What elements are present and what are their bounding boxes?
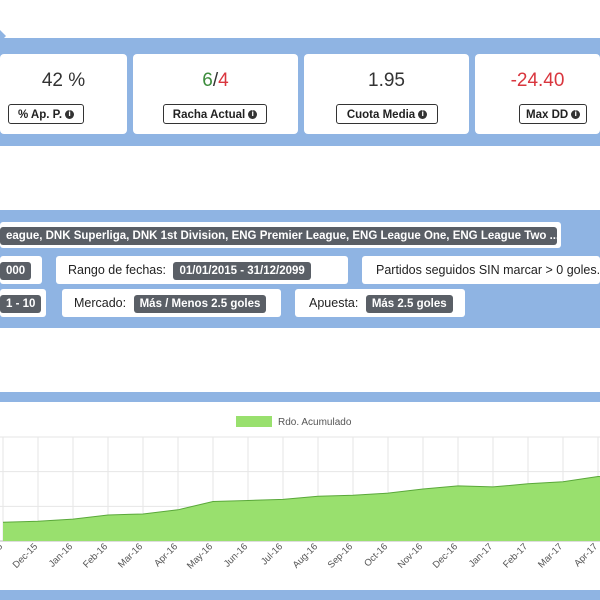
info-icon[interactable]: i — [571, 110, 581, 120]
x-tick-label: Sep-16 — [326, 541, 355, 570]
date-range-label: Rango de fechas: — [68, 263, 166, 277]
x-tick-label: Jul-16 — [259, 541, 285, 567]
stat-label-current-streak[interactable]: Racha Actual i — [163, 104, 267, 124]
leagues-value: eague, DNK Superliga, DNK 1st Division, … — [0, 226, 557, 245]
bet-label: Apuesta: — [309, 296, 359, 310]
bet-value: Más 2.5 goles — [365, 294, 453, 313]
cumulative-result-chart: Nov-15 Dec-15 Jan-16 Feb-16 Mar-16 Apr-16 May-… — [0, 416, 600, 572]
x-tick-label: Mar-17 — [536, 541, 565, 570]
chart-band-top — [0, 392, 600, 402]
matches-without-goals-label: Partidos seguidos SIN marcar > 0 goles. — [376, 263, 600, 277]
stat-label-hit-rate[interactable]: % Ap. P. i — [8, 104, 84, 124]
stat-value-average-odds: 1.95 — [368, 70, 405, 91]
x-tick-label: May-16 — [185, 541, 215, 571]
filter-market[interactable]: Mercado: Más / Menos 2.5 goles — [62, 289, 281, 317]
market-value: Más / Menos 2.5 goles — [133, 294, 267, 313]
market-label: Mercado: — [74, 296, 127, 310]
x-tick-label: Apr-16 — [152, 541, 180, 569]
x-tick-label: Jun-16 — [222, 541, 250, 569]
odds-range-value: 000 — [0, 261, 32, 280]
series-area-rdo-acumulado — [3, 476, 600, 541]
x-tick-label: Jan-17 — [467, 541, 495, 569]
legend-swatch — [236, 416, 272, 427]
info-icon[interactable]: i — [418, 110, 428, 120]
x-tick-label: Jan-16 — [47, 541, 75, 569]
chart-band-bottom — [0, 590, 600, 600]
x-tick-label: Nov-16 — [396, 541, 425, 570]
streak-losses: 4 — [218, 70, 229, 91]
stat-value-current-streak: 6/4 — [133, 70, 298, 92]
stat-value-max-drawdown: -24.40 — [510, 70, 565, 91]
legend-label: Rdo. Acumulado — [278, 417, 352, 428]
stat-card-current-streak: 6/4 Racha Actual i — [133, 54, 298, 134]
filter-matches-without-goals[interactable]: Partidos seguidos SIN marcar > 0 goles. — [362, 256, 600, 284]
x-tick-label: Dec-16 — [431, 541, 460, 570]
stat-label-average-odds[interactable]: Cuota Media i — [336, 104, 438, 124]
x-tick-label: Mar-16 — [116, 541, 145, 570]
filter-date-range[interactable]: Rango de fechas: 01/01/2015 - 31/12/2099 — [56, 256, 348, 284]
x-tick-label: Oct-16 — [362, 541, 390, 569]
x-tick-label: Aug-16 — [291, 541, 320, 570]
filter-bet[interactable]: Apuesta: Más 2.5 goles — [295, 289, 465, 317]
x-tick-label: Nov-15 — [0, 541, 5, 570]
streak-wins: 6 — [202, 70, 213, 91]
stat-value-hit-rate: 42 % — [41, 70, 86, 91]
stat-label-max-drawdown[interactable]: Max DD i — [519, 104, 587, 124]
stat-card-max-drawdown: -24.40 Max DD i — [475, 54, 600, 134]
stat-card-hit-rate: 42 % % Ap. P. i — [0, 54, 127, 134]
info-icon[interactable]: i — [248, 110, 258, 120]
filter-leagues[interactable]: eague, DNK Superliga, DNK 1st Division, … — [0, 222, 561, 248]
filter-range[interactable]: 1 - 10 — [0, 289, 46, 317]
series-line-rdo-acumulado — [2, 475, 600, 523]
stat-card-average-odds: 1.95 Cuota Media i — [304, 54, 469, 134]
x-tick-label: Apr-17 — [572, 541, 600, 569]
x-tick-label: Dec-15 — [11, 541, 40, 570]
x-tick-label: Feb-17 — [501, 541, 530, 570]
range-value: 1 - 10 — [0, 294, 42, 313]
x-tick-label: Feb-16 — [81, 541, 110, 570]
date-range-value: 01/01/2015 - 31/12/2099 — [173, 261, 311, 280]
streak-separator: / — [212, 70, 219, 91]
corner-arrow-icon — [0, 30, 6, 42]
info-icon[interactable]: i — [65, 110, 75, 120]
top-accent-band — [0, 38, 600, 46]
filter-odds-range[interactable]: 000 — [0, 256, 42, 284]
